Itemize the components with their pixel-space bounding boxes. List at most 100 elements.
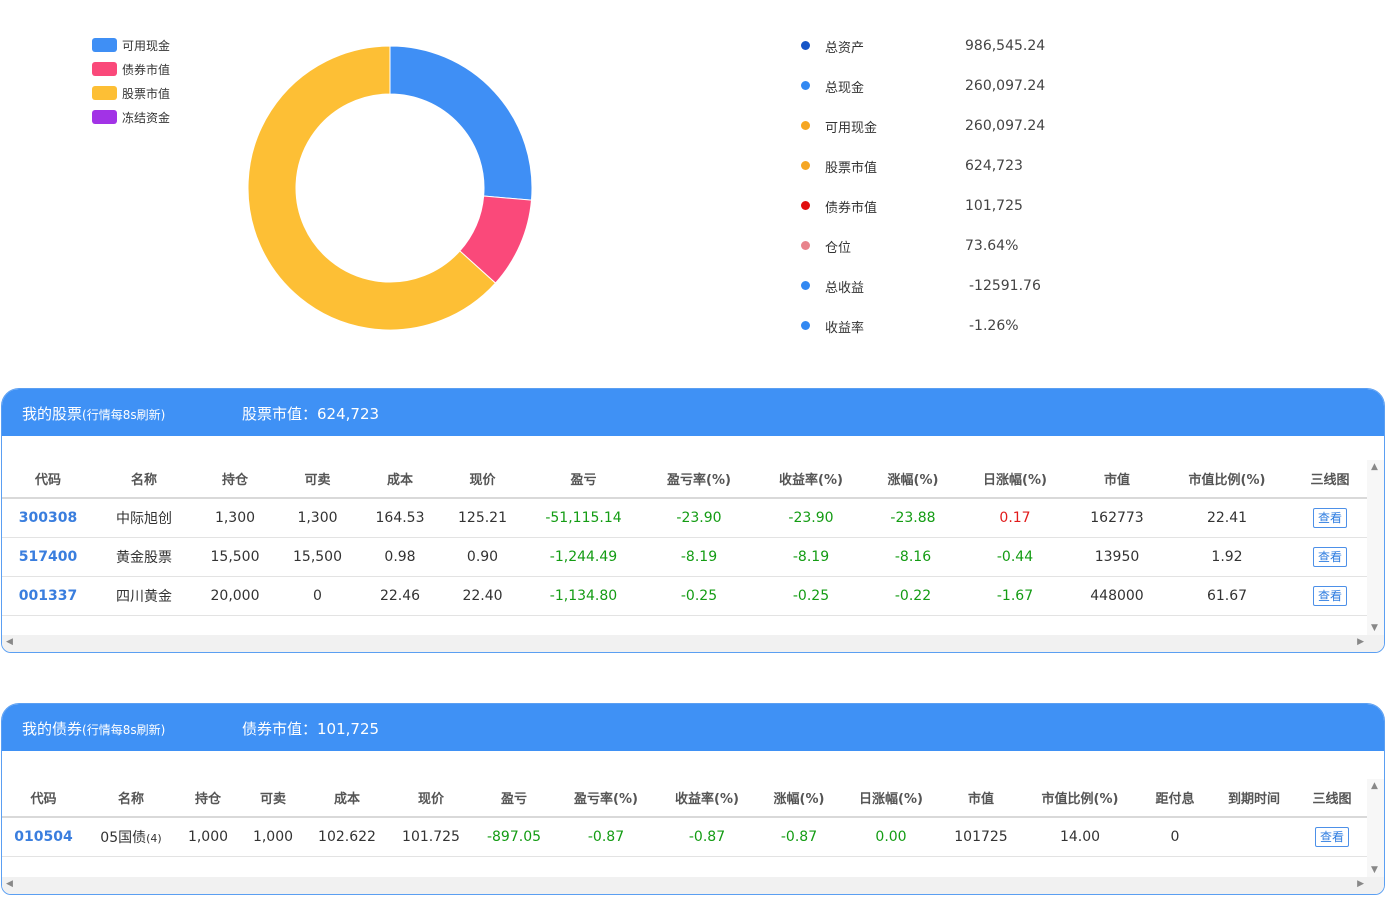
legend-swatch xyxy=(92,62,117,76)
column-header[interactable]: 盈亏 xyxy=(524,460,643,499)
legend-item-available-cash[interactable]: 可用现金 xyxy=(92,33,170,57)
column-header[interactable]: 名称 xyxy=(85,779,177,818)
column-header[interactable]: 涨幅(%) xyxy=(867,460,959,499)
summary-dot xyxy=(801,201,810,210)
summary-position: 仓位 73.64% xyxy=(796,226,1096,266)
view-button[interactable]: 查看 xyxy=(1312,585,1347,606)
stock-code-link[interactable]: 300308 xyxy=(2,498,94,538)
column-header[interactable]: 涨幅(%) xyxy=(755,779,843,818)
column-header[interactable]: 成本 xyxy=(359,460,441,499)
summary-dot xyxy=(801,321,810,330)
summary-dot xyxy=(801,81,810,90)
pnl-rate: -8.19 xyxy=(643,537,755,577)
view-button[interactable]: 查看 xyxy=(1312,546,1347,567)
summary-label: 债券市值 xyxy=(825,200,878,216)
summary-label: 总收益 xyxy=(825,280,865,296)
bonds-table: 代码 名称 持仓 可卖 成本 现价 盈亏 盈亏率(%) 收益率(%) 涨幅(%)… xyxy=(2,779,1369,857)
column-header[interactable]: 市值 xyxy=(939,779,1023,818)
column-header[interactable]: 到期时间 xyxy=(1213,779,1295,818)
summary-value: 260,097.24 xyxy=(965,78,1046,94)
column-header[interactable]: 盈亏 xyxy=(475,779,553,818)
column-header[interactable]: 持仓 xyxy=(194,460,276,499)
market-value: 448000 xyxy=(1071,576,1163,616)
column-header[interactable]: 可卖 xyxy=(276,460,359,499)
summary-stock-value: 股票市值 624,723 xyxy=(796,146,1096,186)
scroll-left-arrow-icon[interactable]: ◀ xyxy=(6,637,13,647)
stocks-panel-header: 我的股票(行情每8s刷新) 股票市值：624,723 xyxy=(2,389,1384,436)
column-header[interactable]: 成本 xyxy=(307,779,387,818)
column-header[interactable]: 盈亏率(%) xyxy=(553,779,659,818)
price: 22.40 xyxy=(441,576,524,616)
vertical-scrollbar[interactable]: ▲ ▼ xyxy=(1367,460,1384,635)
stocks-table-wrap[interactable]: 代码 名称 持仓 可卖 成本 现价 盈亏 盈亏率(%) 收益率(%) 涨幅(%)… xyxy=(2,436,1384,652)
column-header[interactable]: 收益率(%) xyxy=(659,779,755,818)
stock-code-link[interactable]: 001337 xyxy=(2,576,94,616)
scroll-up-arrow-icon[interactable]: ▲ xyxy=(1371,781,1378,791)
hold: 15,500 xyxy=(194,537,276,577)
view-button[interactable]: 查看 xyxy=(1314,826,1349,847)
table-row: 300308 中际旭创 1,300 1,300 164.53 125.21 -5… xyxy=(2,498,1369,538)
pnl: -1,244.49 xyxy=(524,537,643,577)
bonds-table-wrap[interactable]: 代码 名称 持仓 可卖 成本 现价 盈亏 盈亏率(%) 收益率(%) 涨幅(%)… xyxy=(2,751,1384,894)
horizontal-scrollbar[interactable]: ◀ ▶ xyxy=(2,877,1384,894)
summary-value: 624,723 xyxy=(965,158,1023,174)
sellable: 0 xyxy=(276,576,359,616)
donut-slice-0[interactable] xyxy=(389,45,533,201)
refresh-note: (行情每8s刷新) xyxy=(82,723,166,737)
column-header[interactable]: 现价 xyxy=(387,779,475,818)
column-header[interactable]: 日涨幅(%) xyxy=(843,779,939,818)
return-rate: -0.87 xyxy=(659,817,755,857)
donut-slice-2[interactable] xyxy=(247,45,497,331)
summary-dot xyxy=(801,161,810,170)
horizontal-scrollbar[interactable]: ◀ ▶ xyxy=(2,635,1384,652)
column-header[interactable]: 代码 xyxy=(2,779,85,818)
legend-label: 股票市值 xyxy=(122,86,171,101)
daily-change: -1.67 xyxy=(959,576,1071,616)
pnl: -51,115.14 xyxy=(524,498,643,538)
legend-item-stock-value[interactable]: 股票市值 xyxy=(92,81,170,105)
sellable: 15,500 xyxy=(276,537,359,577)
scroll-left-arrow-icon[interactable]: ◀ xyxy=(6,879,13,889)
market-value-ratio: 61.67 xyxy=(1163,576,1291,616)
panel-title-text: 我的债券 xyxy=(22,720,83,738)
column-header[interactable]: 收益率(%) xyxy=(755,460,867,499)
return-rate: -0.25 xyxy=(755,576,867,616)
daily-change: 0.00 xyxy=(843,817,939,857)
hold: 1,300 xyxy=(194,498,276,538)
price: 101.725 xyxy=(387,817,475,857)
table-row: 010504 05国债(4) 1,000 1,000 102.622 101.7… xyxy=(2,817,1369,857)
column-header[interactable]: 市值 xyxy=(1071,460,1163,499)
scroll-right-arrow-icon[interactable]: ▶ xyxy=(1357,637,1364,647)
scroll-down-arrow-icon[interactable]: ▼ xyxy=(1371,865,1378,875)
column-header[interactable]: 日涨幅(%) xyxy=(959,460,1071,499)
bond-market-value: 债券市值：101,725 xyxy=(242,720,380,738)
pnl-rate: -0.25 xyxy=(643,576,755,616)
stock-name: 四川黄金 xyxy=(94,576,194,616)
column-header[interactable]: 持仓 xyxy=(177,779,239,818)
bond-code-link[interactable]: 010504 xyxy=(2,817,85,857)
cost: 164.53 xyxy=(359,498,441,538)
column-header[interactable]: 市值比例(%) xyxy=(1163,460,1291,499)
column-header[interactable]: 代码 xyxy=(2,460,94,499)
stock-code-link[interactable]: 517400 xyxy=(2,537,94,577)
legend-item-frozen-funds[interactable]: 冻结资金 xyxy=(92,105,170,129)
market-value-ratio: 22.41 xyxy=(1163,498,1291,538)
legend-swatch xyxy=(92,110,117,124)
column-header[interactable]: 距付息 xyxy=(1137,779,1213,818)
column-header[interactable]: 现价 xyxy=(441,460,524,499)
column-header[interactable]: 可卖 xyxy=(239,779,307,818)
column-header[interactable]: 盈亏率(%) xyxy=(643,460,755,499)
legend-item-bond-value[interactable]: 债券市值 xyxy=(92,57,170,81)
scroll-right-arrow-icon[interactable]: ▶ xyxy=(1357,879,1364,889)
column-header[interactable]: 名称 xyxy=(94,460,194,499)
view-button[interactable]: 查看 xyxy=(1312,507,1347,528)
vertical-scrollbar[interactable]: ▲ ▼ xyxy=(1367,779,1384,877)
column-header: 三线图 xyxy=(1291,460,1369,499)
sellable: 1,000 xyxy=(239,817,307,857)
column-header[interactable]: 市值比例(%) xyxy=(1023,779,1137,818)
bonds-panel: 我的债券(行情每8s刷新) 债券市值：101,725 代码 名称 持仓 可卖 成… xyxy=(1,703,1385,895)
scroll-down-arrow-icon[interactable]: ▼ xyxy=(1371,623,1378,633)
table-row: 517400 黄金股票 15,500 15,500 0.98 0.90 -1,2… xyxy=(2,537,1369,577)
summary-value: -12591.76 xyxy=(969,278,1041,294)
scroll-up-arrow-icon[interactable]: ▲ xyxy=(1371,462,1378,472)
